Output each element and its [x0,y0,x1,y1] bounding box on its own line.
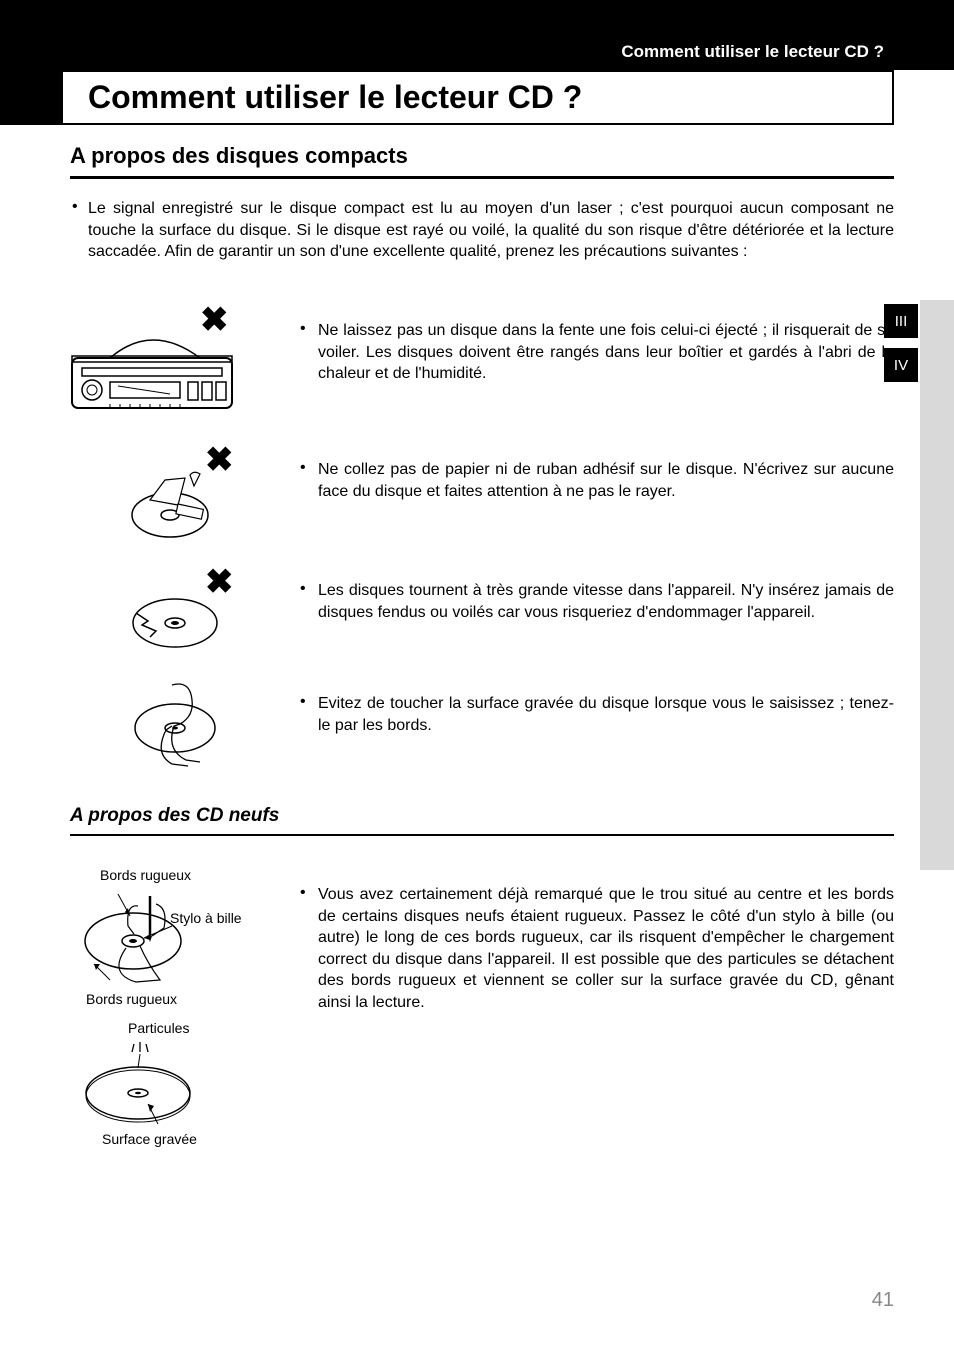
label-rough-top: Bords rugueux [100,867,191,883]
section1-rule [70,176,894,179]
label-particles: Particules [128,1020,189,1036]
cross-icon: ✖ [205,562,234,602]
section2-rule [70,834,894,836]
side-tabs: III IV [884,300,954,870]
page: Comment utiliser le lecteur CD ? Comment… [0,0,954,1352]
title-box: Comment utiliser le lecteur CD ? [63,70,894,125]
section2-item: Vous avez certainement déjà remarqué que… [318,884,894,1014]
bullet-icon: • [300,580,306,598]
tab-grey-bar [920,300,954,870]
section1-intro: Le signal enregistré sur le disque compa… [88,198,894,263]
bullet-icon: • [72,198,78,216]
bullet-icon: • [300,320,306,338]
section1-item-3: Les disques tournent à très grande vites… [318,580,894,623]
bullet-icon: • [300,693,306,711]
section1-heading: A propos des disques compacts [70,143,408,169]
header-section-title: Comment utiliser le lecteur CD ? [621,42,884,62]
rough-edges-icon [78,886,228,986]
cross-icon: ✖ [200,300,229,340]
section1-item-1: Ne laissez pas un disque dans la fente u… [318,320,894,385]
section1-item-4: Evitez de toucher la surface gravée du d… [318,693,894,736]
title-row: Comment utiliser le lecteur CD ? [0,70,954,125]
label-rough-bottom: Bords rugueux [86,991,177,1007]
title-left-black [0,70,63,125]
bullet-icon: • [300,459,306,477]
section2-heading: A propos des CD neufs [70,805,279,827]
cd-player-icon [70,330,240,420]
tab-iii[interactable]: III [884,304,918,338]
page-number: 41 [872,1289,894,1312]
particles-disc-icon [78,1038,228,1128]
hold-disc-icon [130,680,230,770]
page-title: Comment utiliser le lecteur CD ? [63,79,582,116]
section1-item-2: Ne collez pas de papier ni de ruban adhé… [318,459,894,502]
top-black-bar: Comment utiliser le lecteur CD ? [0,0,954,70]
tab-iv[interactable]: IV [884,348,918,382]
cross-icon: ✖ [205,440,234,480]
label-surface: Surface gravée [102,1131,197,1147]
label-pen: Stylo à bille [170,910,242,926]
bullet-icon: • [300,884,306,902]
